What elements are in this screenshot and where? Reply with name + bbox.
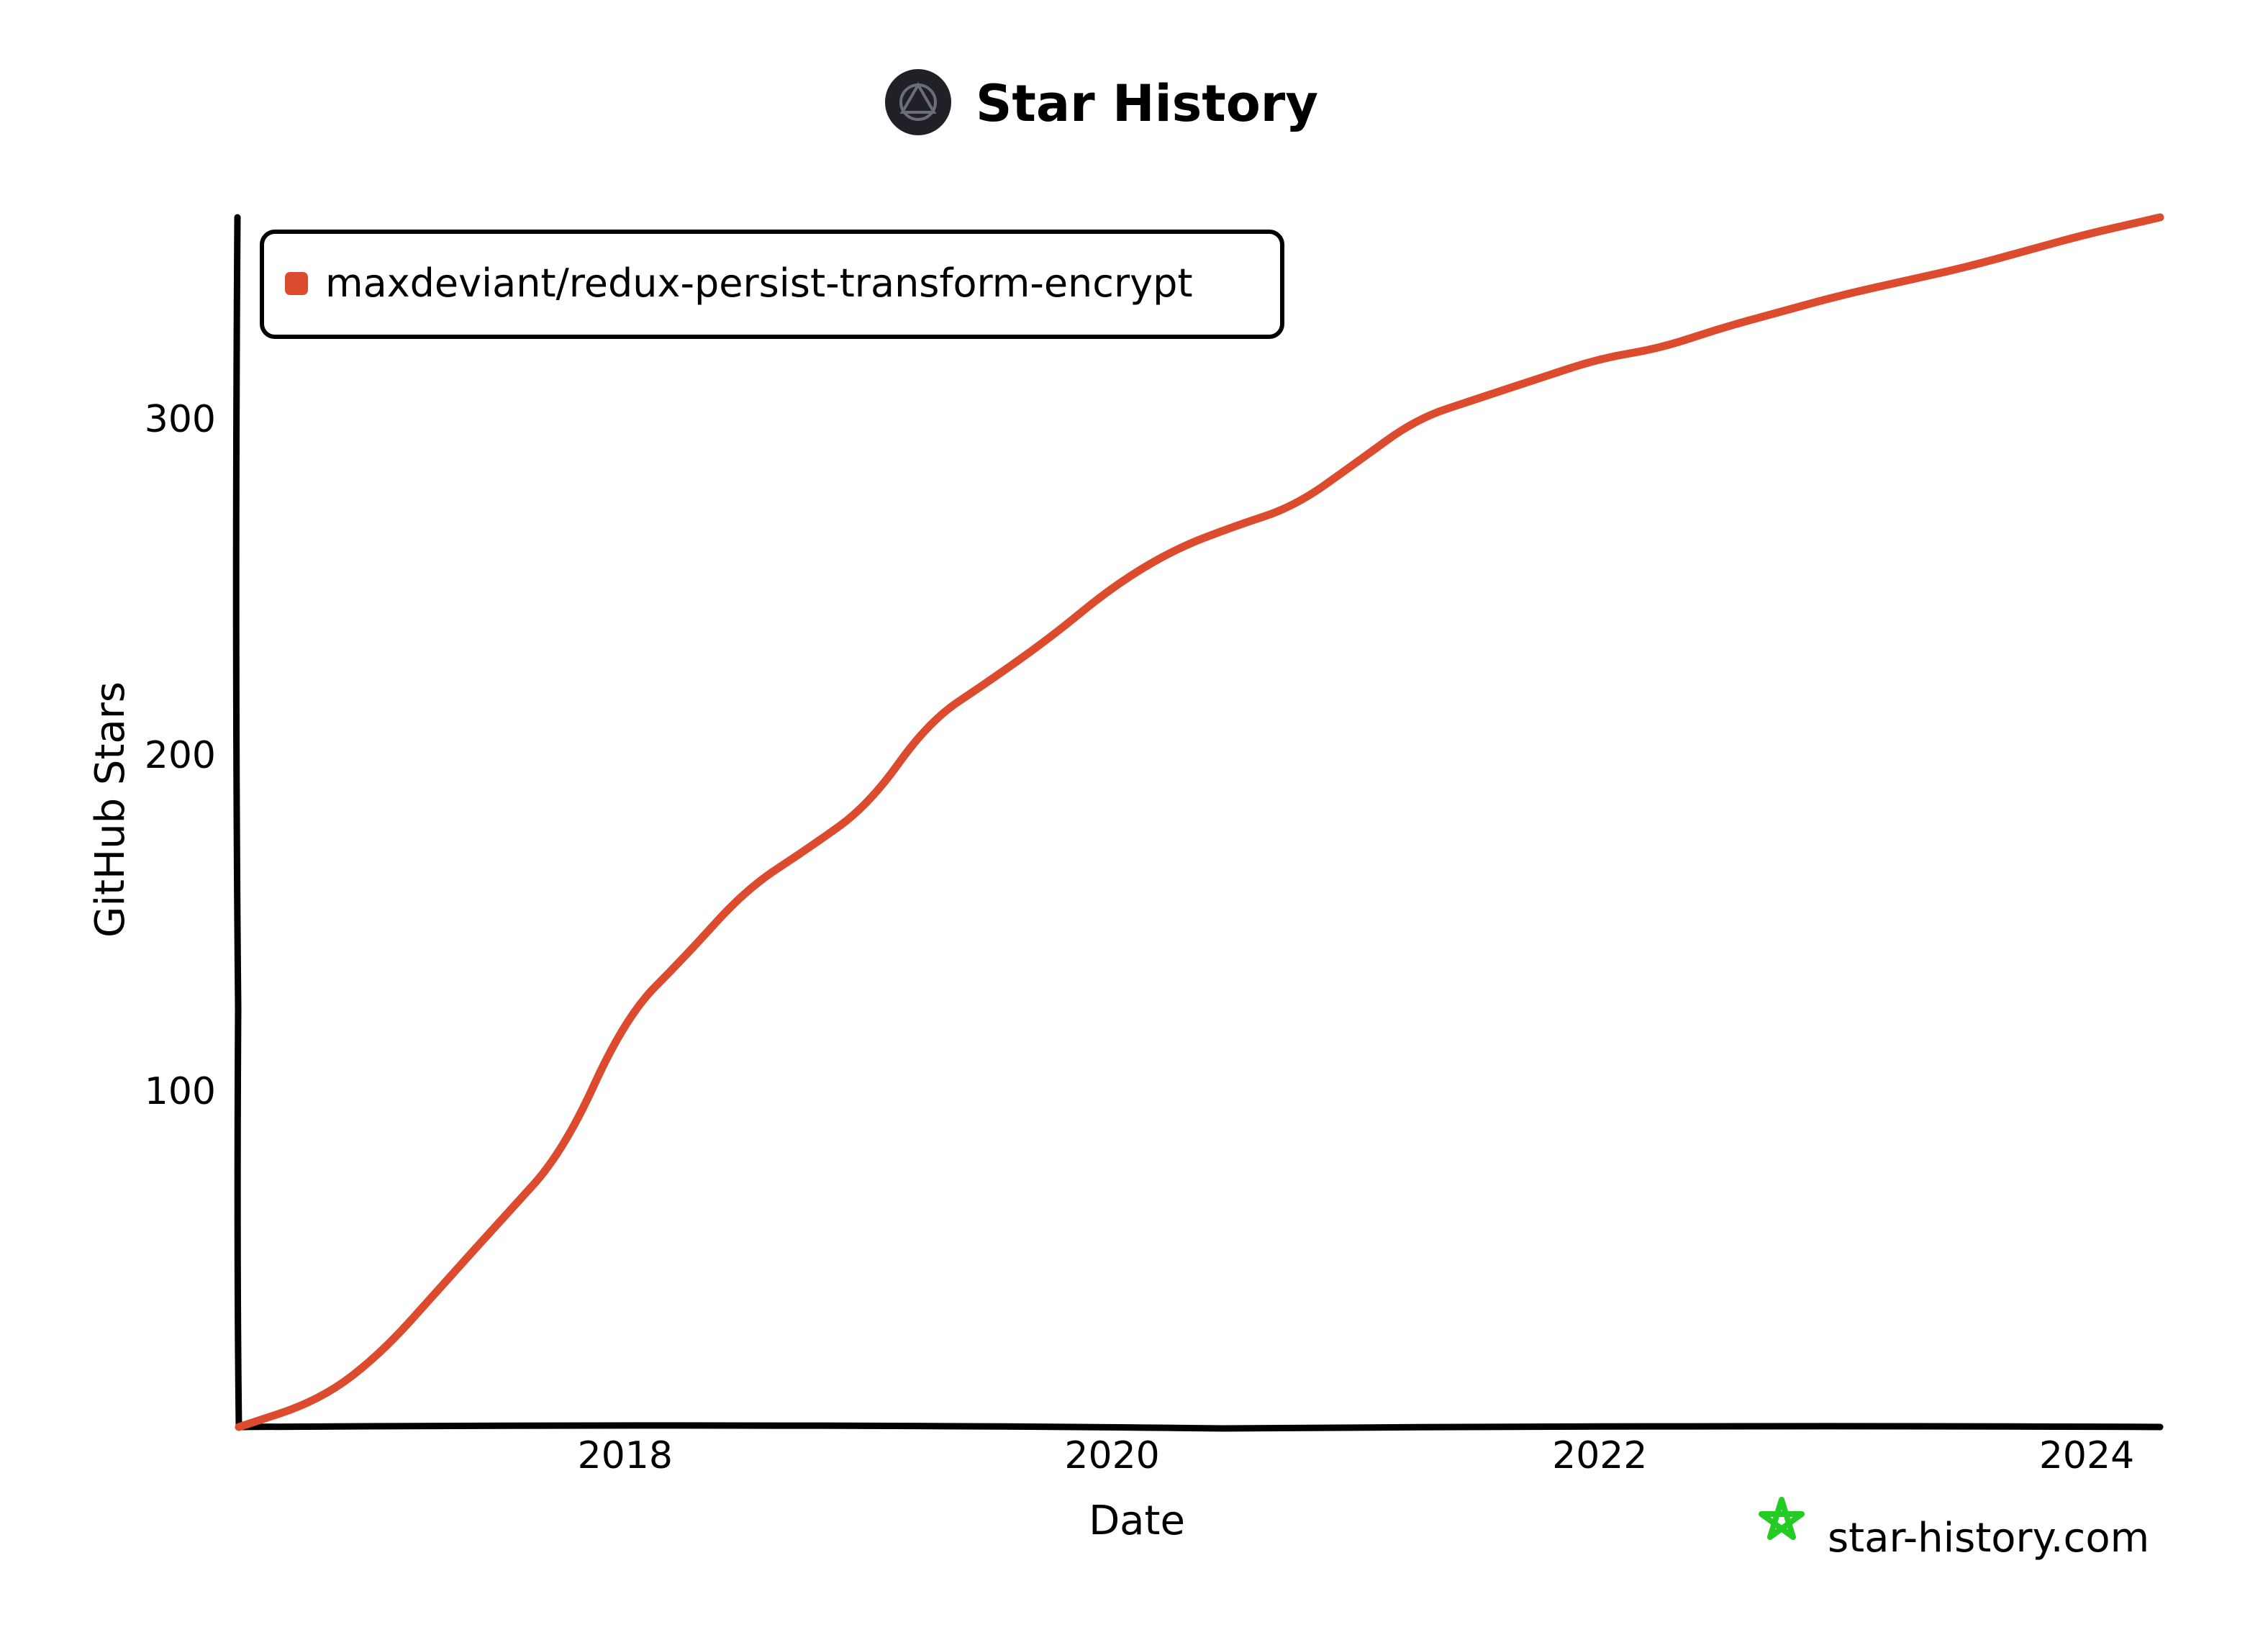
x-tick-label-2018: 2018 bbox=[578, 1434, 673, 1477]
x-tick-labels: 2018 2020 2022 2024 bbox=[578, 1434, 2135, 1477]
star-outline-icon bbox=[1759, 1497, 1805, 1540]
chart-header: Star History bbox=[885, 69, 1318, 135]
x-tick-label-2020: 2020 bbox=[1064, 1434, 1159, 1477]
x-axis-label: Date bbox=[1089, 1498, 1185, 1544]
star-history-logo-icon bbox=[885, 69, 951, 135]
y-tick-label-200: 200 bbox=[145, 734, 216, 777]
y-tick-label-100: 100 bbox=[145, 1070, 216, 1113]
legend-label: maxdeviant/redux-persist-transform-encry… bbox=[325, 261, 1193, 306]
x-tick-label-2022: 2022 bbox=[1552, 1434, 1647, 1477]
x-tick-label-2024: 2024 bbox=[2039, 1434, 2134, 1477]
y-axis-line bbox=[232, 214, 242, 1431]
series-line-redux-persist-transform-encrypt bbox=[235, 213, 2164, 1431]
legend-swatch bbox=[285, 272, 308, 295]
x-axis-line bbox=[235, 1422, 2164, 1432]
watermark-text: star-history.com bbox=[1828, 1515, 2149, 1562]
legend: maxdeviant/redux-persist-transform-encry… bbox=[260, 230, 1284, 339]
legend-box bbox=[260, 230, 1284, 339]
y-tick-label-300: 300 bbox=[145, 398, 216, 441]
y-tick-labels: 100 200 300 bbox=[145, 398, 216, 1113]
chart-title: Star History bbox=[976, 74, 1318, 133]
y-axis-label: GitHub Stars bbox=[87, 681, 134, 938]
axes bbox=[232, 214, 2164, 1432]
watermark: star-history.com bbox=[1759, 1497, 2149, 1562]
